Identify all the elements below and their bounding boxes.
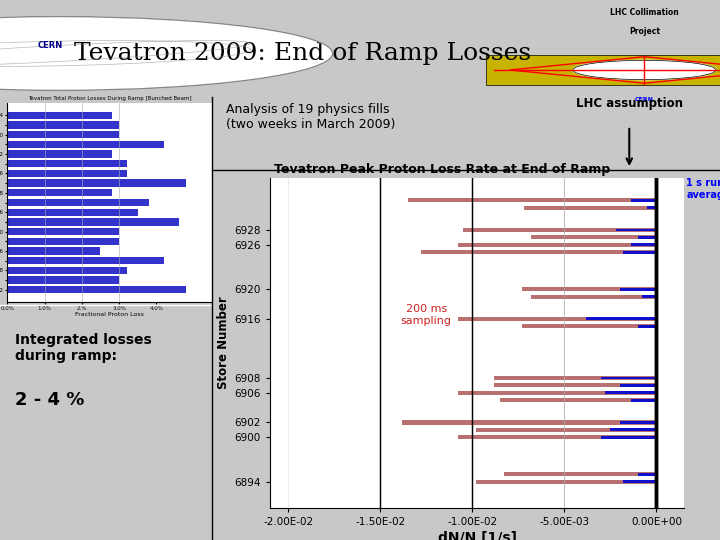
Bar: [495, 376, 657, 380]
Text: Tevatron 2009: End of Ramp Losses: Tevatron 2009: End of Ramp Losses: [74, 42, 531, 65]
Bar: [638, 473, 657, 476]
Bar: [642, 295, 657, 298]
Text: Tevatron Peak Proton Loss Rate at End of Ramp: Tevatron Peak Proton Loss Rate at End of…: [274, 163, 611, 176]
Bar: [7, 247, 101, 254]
Bar: [7, 238, 119, 245]
Bar: [624, 251, 657, 254]
Bar: [7, 170, 127, 177]
Text: 200 ms
sampling: 200 ms sampling: [401, 305, 452, 326]
Title: Tevatron Total Proton Losses During Ramp [Bunched Beam]: Tevatron Total Proton Losses During Ramp…: [28, 96, 192, 101]
Bar: [7, 179, 186, 187]
Bar: [638, 236, 657, 239]
Bar: [463, 228, 657, 232]
Text: CERN: CERN: [635, 97, 654, 102]
Bar: [631, 199, 657, 202]
Bar: [524, 206, 657, 210]
Bar: [631, 244, 657, 246]
Bar: [408, 198, 657, 202]
Text: 1 s running
average: 1 s running average: [686, 178, 720, 200]
Text: Analysis of 19 physics fills
(two weeks in March 2009): Analysis of 19 physics fills (two weeks …: [226, 103, 395, 131]
Bar: [601, 436, 657, 438]
Bar: [7, 122, 119, 129]
Text: 2 - 4 %: 2 - 4 %: [15, 391, 84, 409]
Bar: [458, 243, 657, 247]
Bar: [7, 160, 127, 167]
Bar: [7, 218, 179, 226]
Bar: [458, 317, 657, 321]
Bar: [7, 228, 119, 235]
Bar: [7, 267, 127, 274]
Text: CERN: CERN: [37, 41, 63, 50]
Bar: [624, 480, 657, 483]
Bar: [531, 295, 657, 299]
Bar: [7, 199, 149, 206]
Bar: [495, 383, 657, 388]
Bar: [458, 391, 657, 395]
Bar: [7, 286, 186, 293]
Bar: [476, 480, 657, 484]
Bar: [522, 324, 657, 328]
Text: LHC assumption: LHC assumption: [576, 97, 683, 110]
Text: Project: Project: [629, 27, 660, 36]
Bar: [7, 141, 164, 148]
Bar: [7, 151, 112, 158]
Bar: [421, 250, 657, 254]
Bar: [402, 421, 657, 424]
Bar: [7, 276, 119, 284]
Circle shape: [0, 17, 333, 90]
Text: LHC Collimation: LHC Collimation: [610, 8, 679, 17]
Circle shape: [573, 60, 716, 79]
Bar: [587, 318, 657, 320]
Bar: [7, 208, 138, 216]
Bar: [500, 398, 657, 402]
Bar: [476, 428, 657, 432]
Bar: [7, 131, 119, 138]
X-axis label: dN/N [1/s]: dN/N [1/s]: [438, 531, 516, 540]
Bar: [605, 392, 657, 394]
Bar: [522, 287, 657, 291]
Bar: [504, 472, 657, 476]
X-axis label: Fractional Proton Loss: Fractional Proton Loss: [76, 312, 144, 318]
FancyBboxPatch shape: [486, 55, 720, 85]
Bar: [616, 228, 657, 232]
Y-axis label: Store Number: Store Number: [217, 296, 230, 389]
Bar: [7, 257, 164, 264]
Bar: [458, 435, 657, 440]
Bar: [638, 325, 657, 328]
Bar: [631, 399, 657, 402]
Bar: [611, 428, 657, 431]
Bar: [601, 377, 657, 380]
Text: Integrated losses
during ramp:: Integrated losses during ramp:: [15, 333, 152, 363]
Bar: [531, 235, 657, 239]
Bar: [7, 112, 112, 119]
Bar: [647, 206, 657, 209]
Bar: [620, 421, 657, 424]
Bar: [7, 189, 112, 197]
Bar: [620, 384, 657, 387]
Bar: [620, 288, 657, 291]
